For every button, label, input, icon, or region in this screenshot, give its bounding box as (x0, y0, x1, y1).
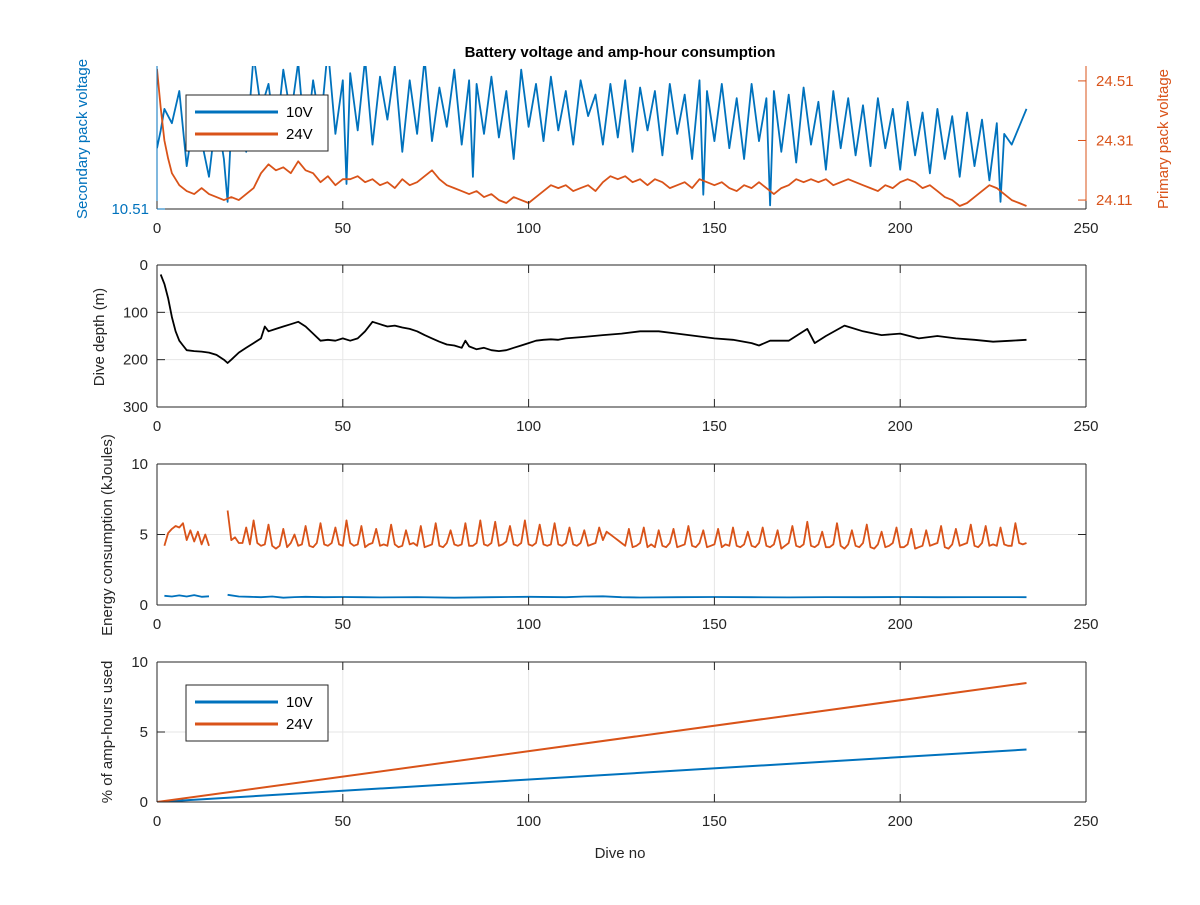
legend-box (185, 684, 329, 742)
x-tick-label: 250 (1073, 220, 1098, 237)
series-line-24v (163, 510, 1027, 550)
x-tick-label: 150 (702, 418, 727, 435)
legend-box (185, 94, 329, 152)
y-axis-label-secondary: Secondary pack voltage (74, 59, 91, 219)
x-tick-label: 250 (1073, 813, 1098, 830)
x-tick-label: 150 (702, 813, 727, 830)
y-tick-label: 5 (140, 724, 148, 741)
y-tick-label: 300 (123, 399, 148, 416)
x-tick-label: 200 (888, 616, 913, 633)
x-tick-label: 0 (153, 220, 161, 237)
x-tick-label: 50 (334, 220, 351, 237)
x-tick-label: 50 (334, 813, 351, 830)
y-tick-label: 0 (140, 597, 148, 614)
chart-title: Battery voltage and amp-hour consumption (465, 44, 776, 61)
legend-label-10v: 10V (286, 104, 313, 121)
x-axis-label: Dive no (595, 845, 646, 862)
series-group (157, 682, 1027, 802)
y-axis-label-amphours: % of amp-hours used (99, 661, 116, 804)
y-tick-label-left: 10.51 (111, 201, 149, 218)
x-tick-label: 150 (702, 220, 727, 237)
y-tick-label: 0 (140, 794, 148, 811)
series-group (157, 66, 1028, 207)
series-group (163, 510, 1027, 599)
x-tick-label: 200 (888, 418, 913, 435)
labels-layer: Battery voltage and amp-hour consumption… (74, 44, 1172, 862)
x-tick-label: 250 (1073, 418, 1098, 435)
y-tick-label: 5 (140, 527, 148, 544)
y-tick-label: 10 (131, 456, 148, 473)
x-tick-label: 250 (1073, 616, 1098, 633)
x-tick-label: 0 (153, 418, 161, 435)
legend-label-10v: 10V (286, 694, 313, 711)
legend-label-24v: 24V (286, 716, 313, 733)
x-tick-label: 100 (516, 616, 541, 633)
series-line-10v (157, 66, 1028, 207)
x-tick-label: 0 (153, 813, 161, 830)
y-tick-label: 0 (140, 257, 148, 274)
x-tick-label: 100 (516, 813, 541, 830)
x-tick-label: 150 (702, 616, 727, 633)
legend-label-24v: 24V (286, 126, 313, 143)
series-line-24v (157, 682, 1027, 802)
y-tick-label: 10 (131, 654, 148, 671)
x-tick-label: 50 (334, 418, 351, 435)
x-tick-label: 0 (153, 616, 161, 633)
series-group (159, 274, 1027, 364)
series-line-24v (157, 68, 1027, 207)
plots-layer: 0 50 100 150 200 25010.5124.1124.3124.5110V24… (111, 66, 1134, 830)
x-tick-label: 100 (516, 220, 541, 237)
y-tick-label-right: 24.11 (1096, 192, 1132, 209)
x-tick-label: 100 (516, 418, 541, 435)
y-tick-label-right: 24.31 (1096, 132, 1134, 149)
plot-panel-3: 0 50 100 150 200 250 0 5 10 (131, 456, 1098, 633)
plot-panel-1: 0 50 100 150 200 25010.5124.1124.3124.5110V24… (111, 66, 1134, 237)
x-tick-label: 200 (888, 813, 913, 830)
y-axis-label-primary: Primary pack voltage (1155, 69, 1172, 209)
y-tick-label: 200 (123, 352, 148, 369)
y-tick-label-right: 24.51 (1096, 73, 1134, 90)
y-axis-label-depth: Dive depth (m) (91, 288, 108, 386)
series-line-depth (159, 274, 1027, 364)
series-line-10v (164, 593, 1027, 599)
y-tick-label: 100 (123, 304, 148, 321)
plot-area (157, 265, 1086, 407)
x-tick-label: 50 (334, 616, 351, 633)
x-tick-label: 200 (888, 220, 913, 237)
series-line-10v (157, 748, 1027, 802)
y-axis-label-energy: Energy consumption (kJoules) (99, 434, 116, 636)
plot-panel-2: 0 50 100 150 200 250 0 100 200 300 (123, 257, 1099, 435)
